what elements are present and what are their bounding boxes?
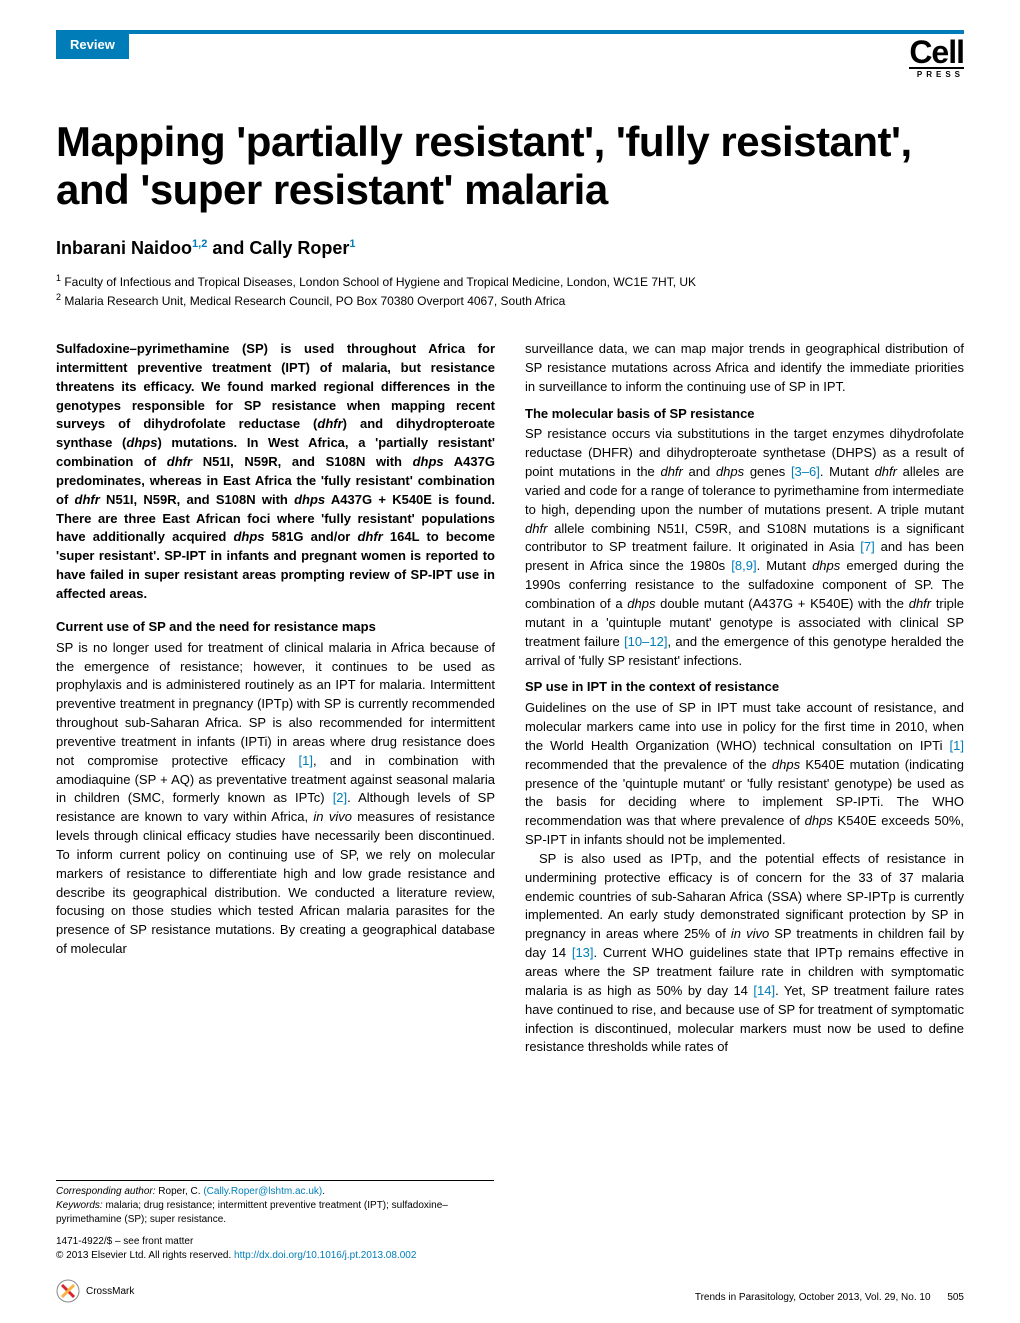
doi-link[interactable]: http://dx.doi.org/10.1016/j.pt.2013.08.0… [234, 1250, 416, 1261]
right-para-1: SP resistance occurs via substitutions i… [525, 425, 964, 670]
body-columns: Sulfadoxine–pyrimethamine (SP) is used t… [56, 340, 964, 1057]
right-para-3: SP is also used as IPTp, and the potenti… [525, 850, 964, 1057]
section-heading-molecular-basis: The molecular basis of SP resistance [525, 405, 964, 424]
copyright-text: © 2013 Elsevier Ltd. All rights reserved… [56, 1250, 234, 1261]
crossmark[interactable]: CrossMark [56, 1279, 134, 1303]
corresponding-name: Roper, C. [156, 1186, 204, 1197]
keywords: Keywords: malaria; drug resistance; inte… [56, 1199, 494, 1227]
section-heading-sp-ipt-context: SP use in IPT in the context of resistan… [525, 678, 964, 697]
cell-press-logo: Cell PRESS [909, 38, 964, 79]
crossmark-icon [56, 1279, 80, 1303]
authors: Inbarani Naidoo1,2 and Cally Roper1 [56, 238, 355, 259]
corresponding-label: Corresponding author: [56, 1186, 156, 1197]
issn: 1471-4922/$ – see front matter [56, 1235, 494, 1249]
logo-cell: Cell [909, 38, 964, 67]
journal-citation: Trends in Parasitology, October 2013, Vo… [695, 1292, 931, 1303]
copyright: © 2013 Elsevier Ltd. All rights reserved… [56, 1249, 494, 1263]
section-heading-current-use: Current use of SP and the need for resis… [56, 618, 495, 637]
left-para-1: SP is no longer used for treatment of cl… [56, 639, 495, 959]
corresponding-email[interactable]: (Cally.Roper@lshtm.ac.uk) [203, 1186, 322, 1197]
right-para-0: surveillance data, we can map major tren… [525, 340, 964, 397]
crossmark-label: CrossMark [86, 1286, 134, 1297]
page-footer: Trends in Parasitology, October 2013, Vo… [695, 1292, 964, 1303]
article-title: Mapping 'partially resistant', 'fully re… [56, 118, 964, 215]
abstract: Sulfadoxine–pyrimethamine (SP) is used t… [56, 340, 495, 604]
header-rule [56, 30, 964, 34]
corresponding-author: Corresponding author: Roper, C. (Cally.R… [56, 1185, 494, 1199]
left-column: Sulfadoxine–pyrimethamine (SP) is used t… [56, 340, 495, 1057]
article-footer: Corresponding author: Roper, C. (Cally.R… [56, 1180, 494, 1263]
keywords-text: malaria; drug resistance; intermittent p… [56, 1200, 448, 1225]
right-para-2: Guidelines on the use of SP in IPT must … [525, 699, 964, 850]
keywords-label: Keywords: [56, 1200, 103, 1211]
affiliations: 1 Faculty of Infectious and Tropical Dis… [56, 272, 964, 310]
page-number: 505 [947, 1292, 964, 1303]
review-badge: Review [56, 30, 129, 59]
right-column: surveillance data, we can map major tren… [525, 340, 964, 1057]
